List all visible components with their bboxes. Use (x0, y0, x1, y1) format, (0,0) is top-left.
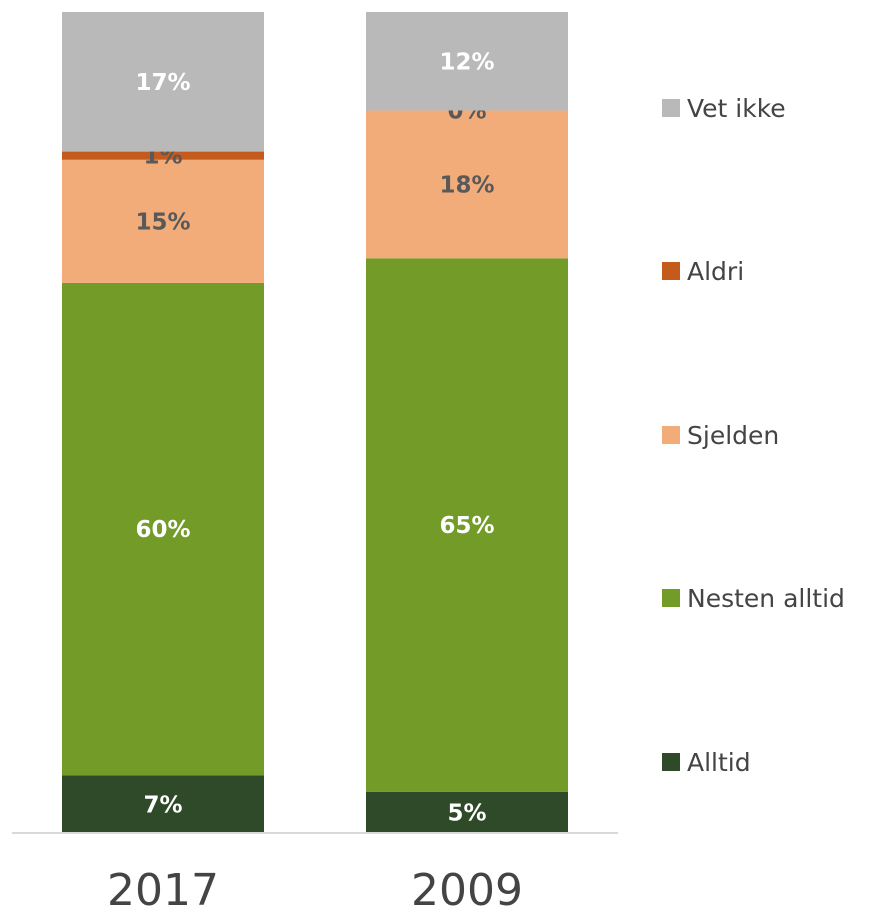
data-label-sjelden-2009: 18% (439, 172, 494, 198)
data-label-alltid-2017: 7% (143, 792, 182, 818)
legend-swatch-nesten-alltid (662, 589, 680, 607)
bar-segment-sjelden-2017 (62, 159, 264, 283)
bars-group: 7%60%15%1%17%5%65%18%0%12% (62, 12, 568, 833)
legend: Vet ikke Aldri Sjelden Nesten alltid Alltid (662, 94, 845, 777)
bar-segment-alltid-2017 (62, 775, 264, 833)
bar-segment-alltid-2009 (366, 791, 568, 833)
legend-swatch-sjelden (662, 426, 680, 444)
legend-label-sjelden: Sjelden (687, 421, 779, 450)
data-label-nesten-alltid-2009: 65% (439, 513, 494, 539)
bar-segment-vet-ikke-2009 (366, 12, 568, 111)
data-label-nesten-alltid-2017: 60% (135, 517, 190, 543)
legend-label-aldri: Aldri (687, 257, 744, 286)
data-label-vet-ikke-2017: 17% (135, 70, 190, 96)
bar-segment-nesten-alltid-2017 (62, 282, 264, 776)
legend-swatch-vet-ikke (662, 99, 680, 117)
legend-label-nesten-alltid: Nesten alltid (687, 584, 845, 613)
bar-segment-vet-ikke-2017 (62, 12, 264, 152)
legend-swatch-aldri (662, 262, 680, 280)
data-label-alltid-2009: 5% (447, 800, 486, 826)
legend-label-alltid: Alltid (687, 748, 751, 777)
x-tick-label-2009: 2009 (411, 865, 523, 916)
bar-segment-aldri-2017 (62, 151, 264, 160)
category-labels: 2017 2009 (107, 865, 523, 916)
bar-segment-nesten-alltid-2009 (366, 258, 568, 792)
bar-segment-sjelden-2009 (366, 110, 568, 259)
legend-label-vet-ikke: Vet ikke (687, 94, 786, 123)
x-tick-label-2017: 2017 (107, 865, 219, 916)
data-label-vet-ikke-2009: 12% (439, 49, 494, 75)
legend-swatch-alltid (662, 753, 680, 771)
data-label-sjelden-2017: 15% (135, 209, 190, 235)
